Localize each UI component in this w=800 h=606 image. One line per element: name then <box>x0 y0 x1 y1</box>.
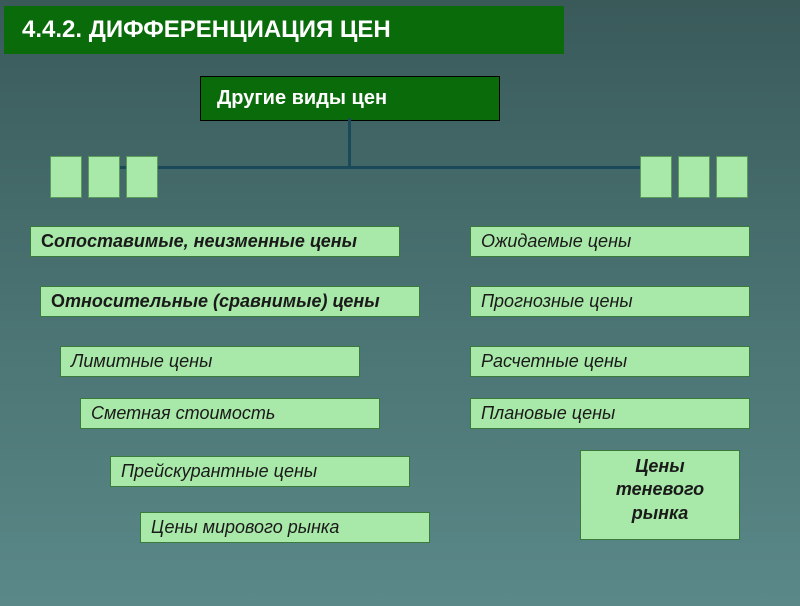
item-prefix: С <box>41 231 54 251</box>
connector-horizontal <box>104 166 644 169</box>
left-item-1: Относительные (сравнимые) цены <box>40 286 420 317</box>
left-item-2: Лимитные цены <box>60 346 360 377</box>
item-text: Цены мирового рынка <box>151 517 339 537</box>
item-text: Прейскурантные цены <box>121 461 317 481</box>
item-text: Сметная стоимость <box>91 403 275 423</box>
left-item-3: Сметная стоимость <box>80 398 380 429</box>
mini-boxes-right <box>640 156 748 198</box>
item-text: Прогнозные цены <box>481 291 633 311</box>
left-item-4: Прейскурантные цены <box>110 456 410 487</box>
shadow-market-box: Цены теневого рынка <box>580 450 740 540</box>
item-text: Расчетные цены <box>481 351 627 371</box>
connector-main-vert <box>348 118 351 166</box>
right-item-3: Плановые цены <box>470 398 750 429</box>
right-item-2: Расчетные цены <box>470 346 750 377</box>
mini-box <box>716 156 748 198</box>
shadow-line2: теневого <box>616 479 704 499</box>
item-rest: тносительные (сравнимые) цены <box>65 291 380 311</box>
shadow-line3: рынка <box>632 503 689 523</box>
mini-boxes-left <box>50 156 158 198</box>
mini-box <box>678 156 710 198</box>
right-item-0: Ожидаемые цены <box>470 226 750 257</box>
mini-box <box>640 156 672 198</box>
mini-box <box>88 156 120 198</box>
shadow-line1: Цены <box>635 456 684 476</box>
item-rest: опоставимые, неизменные цены <box>54 231 357 251</box>
item-text: Лимитные цены <box>71 351 212 371</box>
left-item-0: Сопоставимые, неизменные цены <box>30 226 400 257</box>
mini-box <box>50 156 82 198</box>
header-text: 4.4.2. ДИФФЕРЕНЦИАЦИЯ ЦЕН <box>22 16 391 43</box>
mini-box <box>126 156 158 198</box>
header-bar: 4.4.2. ДИФФЕРЕНЦИАЦИЯ ЦЕН <box>4 6 564 54</box>
item-prefix: О <box>51 291 65 311</box>
item-text: Плановые цены <box>481 403 615 423</box>
item-text: Ожидаемые цены <box>481 231 631 251</box>
title-text: Другие виды цен <box>217 87 387 109</box>
title-box: Другие виды цен <box>200 76 500 121</box>
left-item-5: Цены мирового рынка <box>140 512 430 543</box>
right-item-1: Прогнозные цены <box>470 286 750 317</box>
